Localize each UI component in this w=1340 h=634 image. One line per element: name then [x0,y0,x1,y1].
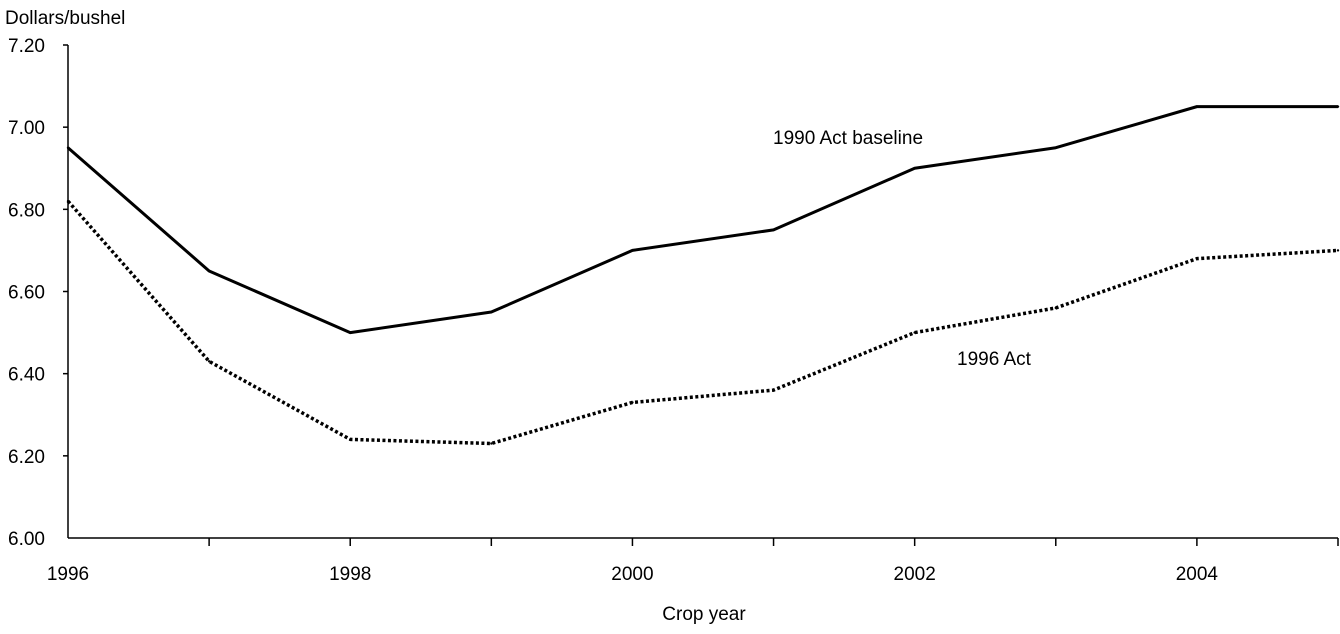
x-axis-label: Crop year [662,604,746,625]
x-axis-ticks: 1996 1998 2000 2002 2004 [47,538,1339,585]
data-point [66,199,70,203]
data-point [490,442,493,445]
data-point [631,249,634,252]
data-point [207,269,211,273]
y-tick-label: 6.40 [8,365,45,386]
y-axis-label: Dollars/bushel [5,8,125,29]
x-tick-label: 1998 [329,564,371,585]
y-tick-label: 7.00 [8,118,45,139]
y-tick-label: 7.20 [8,36,45,57]
data-point [772,228,775,232]
data-point [1336,249,1340,252]
x-tick-label: 2004 [1176,564,1219,585]
y-tick-label: 6.60 [8,283,45,304]
series-label-1: 1990 Act baseline [773,128,923,149]
data-point [1336,105,1340,108]
y-tick-label: 6.20 [8,447,45,468]
data-point [349,331,352,334]
series-labels: 1990 Act baseline 1996 Act [773,128,1032,370]
data-point [631,401,634,404]
x-tick-label: 2002 [894,564,936,585]
y-axis-ticks: 6.00 6.20 6.40 6.60 6.80 7.00 7.20 [8,36,68,550]
data-point [349,438,352,441]
data-point [913,167,916,170]
series-line-2 [66,199,1339,446]
y-tick-label: 6.80 [8,200,45,221]
y-tick-label: 6.00 [8,529,45,550]
data-point [772,388,775,392]
data-point [207,360,211,363]
data-point [1054,306,1057,310]
x-tick-label: 2000 [611,564,653,585]
data-point [913,331,916,334]
data-point [1195,257,1199,260]
data-point [66,146,70,149]
series-label-2: 1996 Act [957,349,1032,370]
data-point [1054,146,1057,149]
series-line-1 [67,105,1338,335]
series-lines [66,105,1340,446]
data-point [490,310,493,314]
data-point [1195,105,1199,108]
x-tick-label: 1996 [47,564,89,585]
